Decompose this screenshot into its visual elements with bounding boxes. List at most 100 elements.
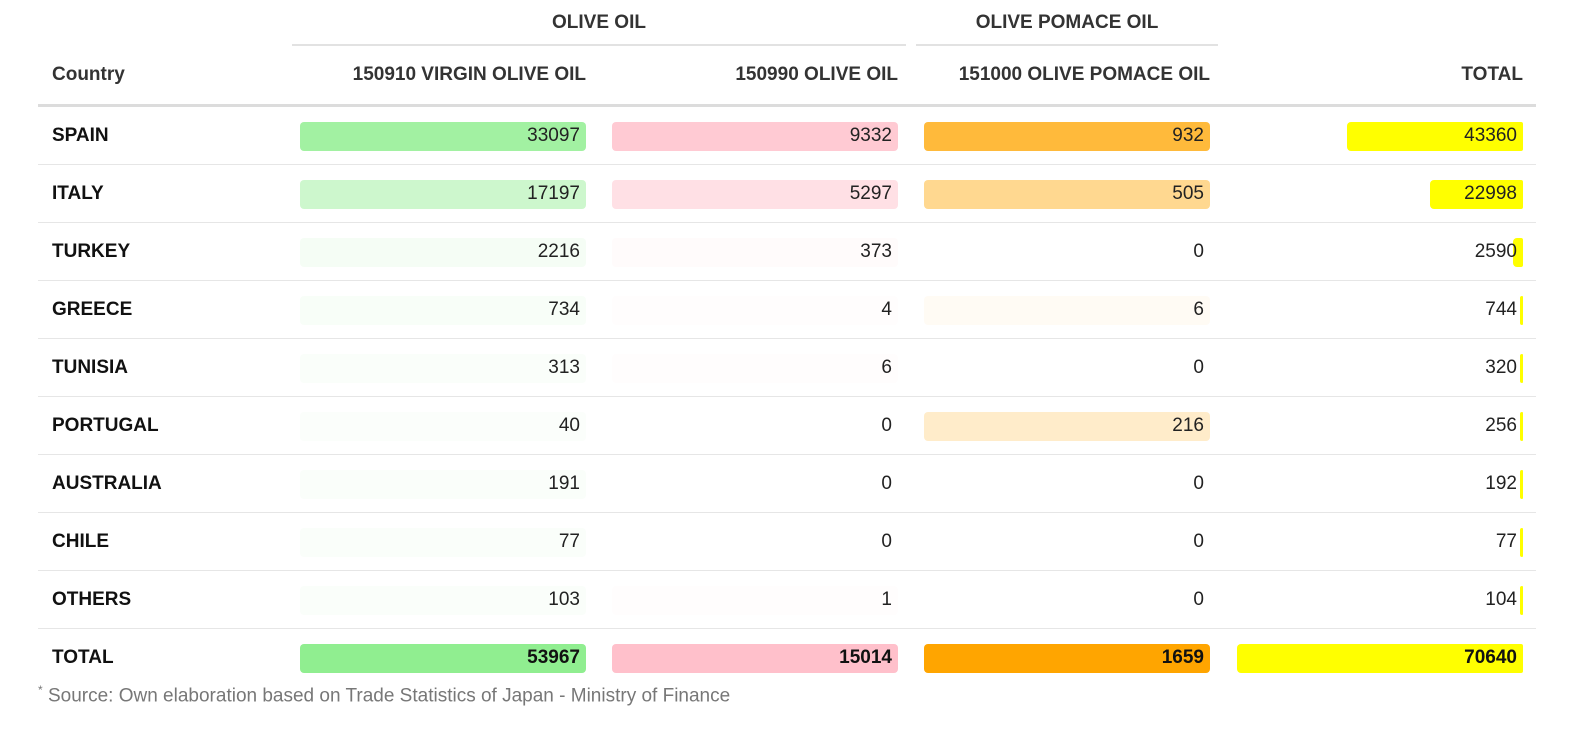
cell-olive-pomace-oil: 6 <box>924 281 1210 338</box>
cell-value: 0 <box>1193 241 1204 262</box>
data-bar-virgin-olive-oil <box>300 296 586 325</box>
cell-virgin-olive-oil: 33097 <box>300 107 586 164</box>
cell-virgin-olive-oil: 40 <box>300 397 586 454</box>
column-header-total[interactable]: TOTAL <box>1461 64 1523 85</box>
table-row: GREECE 734 4 6 744 <box>38 281 1536 339</box>
cell-virgin-olive-oil: 77 <box>300 513 586 570</box>
cell-value: 2216 <box>537 241 580 262</box>
data-bar-total <box>1520 470 1523 499</box>
data-bar-total <box>1347 122 1523 151</box>
cell-total: 2590 <box>1236 223 1523 280</box>
cell-value: 932 <box>1172 125 1204 146</box>
cell-value: 0 <box>1193 357 1204 378</box>
data-bar-olive-pomace-oil <box>924 180 1210 209</box>
cell-value: 70640 <box>1464 647 1517 668</box>
data-bar-virgin-olive-oil <box>300 412 586 441</box>
cell-total: 744 <box>1236 281 1523 338</box>
cell-olive-oil: 6 <box>612 339 898 396</box>
cell-value: 4 <box>881 299 892 320</box>
cell-virgin-olive-oil: 17197 <box>300 165 586 222</box>
cell-olive-pomace-oil: 505 <box>924 165 1210 222</box>
cell-total: 43360 <box>1236 107 1523 164</box>
cell-value: 256 <box>1485 415 1517 436</box>
data-bar-total <box>1429 180 1523 209</box>
country-name: GREECE <box>52 299 133 320</box>
total-row: TOTAL 53967 15014 1659 70640 <box>38 629 1536 686</box>
country-name: SPAIN <box>52 125 109 146</box>
cell-virgin-olive-oil: 734 <box>300 281 586 338</box>
cell-total: 320 <box>1236 339 1523 396</box>
group-header-olive-pomace-oil: OLIVE POMACE OIL <box>916 0 1218 46</box>
cell-olive-oil: 4 <box>612 281 898 338</box>
table-row: TURKEY 2216 373 0 2590 <box>38 223 1536 281</box>
data-bar-olive-oil <box>612 354 898 383</box>
cell-value: 15014 <box>839 647 892 668</box>
cell-value: 43360 <box>1464 125 1517 146</box>
column-header-olive-pomace-oil[interactable]: 151000 OLIVE POMACE OIL <box>958 64 1210 85</box>
table-body: SPAIN 33097 9332 932 43360 ITALY 17197 5297 505 2… <box>38 107 1536 686</box>
cell-value: 104 <box>1485 589 1517 610</box>
cell-olive-oil: 15014 <box>612 629 898 686</box>
cell-olive-pomace-oil: 0 <box>924 455 1210 512</box>
data-bar-olive-pomace-oil <box>924 412 1210 441</box>
data-bar-virgin-olive-oil <box>300 354 586 383</box>
cell-value: 103 <box>548 589 580 610</box>
data-bar-olive-oil <box>612 180 898 209</box>
data-bar-olive-oil <box>612 644 898 673</box>
cell-value: 192 <box>1485 473 1517 494</box>
country-name: OTHERS <box>52 589 132 610</box>
table-row: ITALY 17197 5297 505 22998 <box>38 165 1536 223</box>
table-row: CHILE 77 0 0 77 <box>38 513 1536 571</box>
cell-value: 0 <box>881 473 892 494</box>
column-header-virgin-olive-oil[interactable]: 150910 VIRGIN OLIVE OIL <box>352 64 586 85</box>
data-bar-total <box>1512 238 1523 267</box>
cell-olive-pomace-oil: 932 <box>924 107 1210 164</box>
cell-value: 1 <box>881 589 892 610</box>
data-bar-total <box>1237 644 1523 673</box>
cell-value: 505 <box>1172 183 1204 204</box>
cell-value: 22998 <box>1464 183 1517 204</box>
cell-olive-oil: 9332 <box>612 107 898 164</box>
cell-olive-pomace-oil: 0 <box>924 339 1210 396</box>
cell-total: 77 <box>1236 513 1523 570</box>
cell-olive-pomace-oil: 0 <box>924 223 1210 280</box>
footnote-marker: * <box>38 683 43 697</box>
data-bar-olive-pomace-oil <box>924 296 1210 325</box>
cell-value: 33097 <box>527 125 580 146</box>
cell-value: 6 <box>881 357 892 378</box>
column-header-olive-oil[interactable]: 150990 OLIVE OIL <box>735 64 898 85</box>
data-bar-olive-pomace-oil <box>924 122 1210 151</box>
cell-olive-oil: 1 <box>612 571 898 628</box>
cell-total: 256 <box>1236 397 1523 454</box>
data-bar-total <box>1520 412 1523 441</box>
data-bar-virgin-olive-oil <box>300 238 586 267</box>
cell-virgin-olive-oil: 313 <box>300 339 586 396</box>
data-bar-virgin-olive-oil <box>300 180 586 209</box>
cell-olive-oil: 0 <box>612 455 898 512</box>
cell-olive-oil: 5297 <box>612 165 898 222</box>
cell-olive-oil: 0 <box>612 397 898 454</box>
cell-total: 104 <box>1236 571 1523 628</box>
data-bar-olive-oil <box>612 586 898 615</box>
footnote-text: Source: Own elaboration based on Trade S… <box>42 685 731 707</box>
data-bar-virgin-olive-oil <box>300 528 586 557</box>
data-bar-olive-pomace-oil <box>924 644 1210 673</box>
cell-value: 77 <box>558 531 580 552</box>
country-name: ITALY <box>52 183 104 204</box>
country-name: PORTUGAL <box>52 415 159 436</box>
cell-value: 40 <box>558 415 580 436</box>
cell-virgin-olive-oil: 191 <box>300 455 586 512</box>
data-bar-total <box>1520 528 1523 557</box>
cell-olive-pomace-oil: 1659 <box>924 629 1210 686</box>
data-bar-virgin-olive-oil <box>300 586 586 615</box>
column-header-country[interactable]: Country <box>52 64 125 85</box>
cell-value: 0 <box>881 531 892 552</box>
olive-oil-imports-table: OLIVE OIL OLIVE POMACE OIL Country 15091… <box>38 0 1536 686</box>
country-name: AUSTRALIA <box>52 473 162 494</box>
cell-value: 734 <box>548 299 580 320</box>
cell-value: 17197 <box>527 183 580 204</box>
table-row: TUNISIA 313 6 0 320 <box>38 339 1536 397</box>
data-bar-total <box>1520 296 1523 325</box>
group-header-row: OLIVE OIL OLIVE POMACE OIL <box>38 0 1536 46</box>
cell-olive-oil: 373 <box>612 223 898 280</box>
